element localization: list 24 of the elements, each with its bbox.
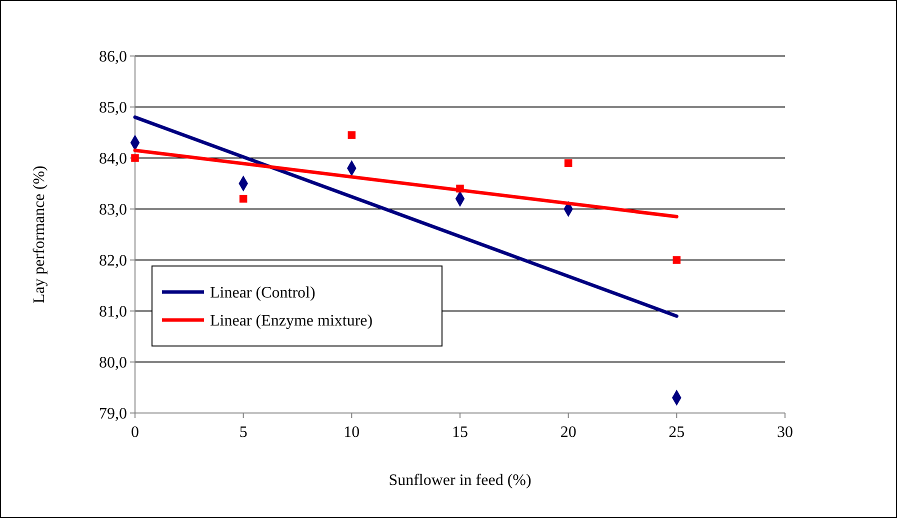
y-tick-label: 85,0 [99, 100, 127, 117]
x-tick-label: 15 [452, 424, 468, 441]
point [348, 131, 356, 139]
legend-label: Linear (Enzyme mixture) [210, 312, 373, 330]
x-tick-label: 25 [668, 424, 685, 441]
point [672, 256, 681, 264]
point [239, 194, 248, 203]
point [564, 159, 572, 167]
x-tick-label: 5 [239, 424, 248, 441]
x-axis-title: Sunflower in feed (%) [388, 472, 532, 489]
x-tick-label: 20 [560, 424, 576, 441]
y-tick-label: 84,0 [99, 150, 127, 168]
y-tick-label: 83,0 [99, 202, 127, 219]
point [131, 154, 139, 162]
y-tick-label: 79,0 [99, 406, 127, 423]
y-tick-label: 81,0 [99, 304, 127, 321]
x-tick-label: 10 [344, 424, 360, 441]
x-tick-label: 0 [131, 424, 139, 441]
y-tick-label: 82,0 [99, 252, 127, 270]
x-tick-label: 30 [777, 424, 793, 441]
y-tick-label: 86,0 [99, 48, 127, 66]
y-axis-title: Lay performance (%) [31, 166, 48, 304]
legend-label: Linear (Control) [210, 284, 316, 302]
y-tick-label: 80,0 [99, 354, 127, 372]
